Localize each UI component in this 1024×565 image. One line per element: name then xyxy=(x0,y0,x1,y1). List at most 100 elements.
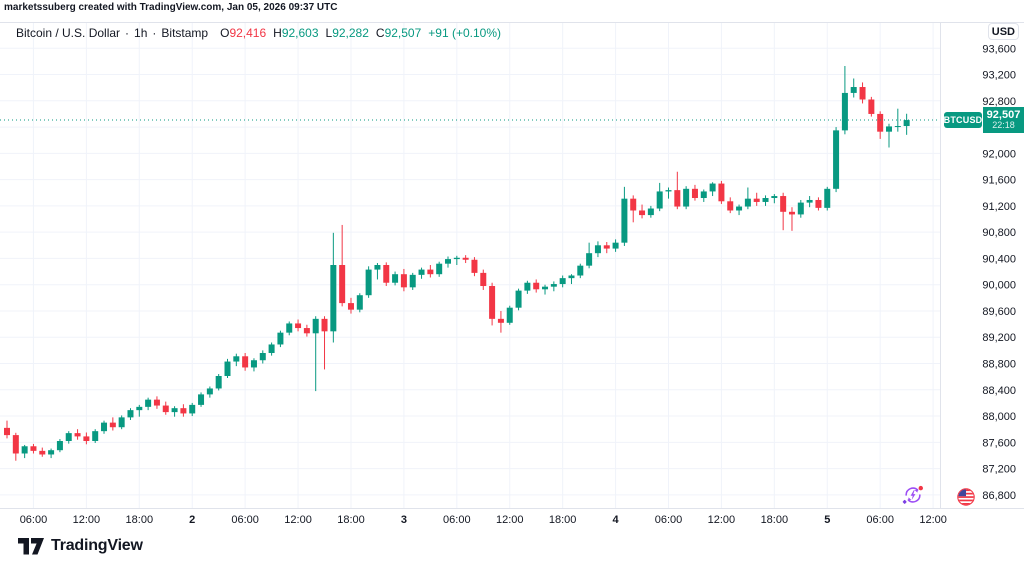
svg-text:92,000: 92,000 xyxy=(982,148,1016,160)
candle xyxy=(101,422,108,432)
svg-text:18:00: 18:00 xyxy=(126,514,154,526)
svg-text:87,600: 87,600 xyxy=(982,437,1016,449)
svg-text:92,800: 92,800 xyxy=(982,96,1016,108)
candle xyxy=(903,120,910,127)
candle xyxy=(471,259,478,273)
candle xyxy=(797,202,804,215)
candle xyxy=(268,344,275,354)
svg-text:91,200: 91,200 xyxy=(982,201,1016,213)
candle xyxy=(480,272,487,287)
candle xyxy=(259,353,266,361)
svg-text:4: 4 xyxy=(613,514,620,526)
candle xyxy=(841,92,848,131)
symbol-legend: Bitcoin / U.S. Dollar · 1h · Bitstamp O9… xyxy=(16,26,501,40)
candle xyxy=(762,198,769,202)
candle xyxy=(886,126,892,132)
candle xyxy=(427,269,434,275)
candle xyxy=(621,198,628,243)
svg-text:18:00: 18:00 xyxy=(549,514,577,526)
svg-text:12:00: 12:00 xyxy=(73,514,101,526)
candle xyxy=(400,274,407,288)
svg-text:18:00: 18:00 xyxy=(761,514,789,526)
us-flag-event-icon[interactable] xyxy=(957,488,975,506)
svg-text:90,400: 90,400 xyxy=(982,253,1016,265)
interval-label[interactable]: 1h xyxy=(134,26,148,40)
candle xyxy=(445,259,451,264)
candle xyxy=(215,375,222,389)
candle xyxy=(524,282,531,291)
attribution-text: marketssuberg created with TradingView.c… xyxy=(4,2,338,13)
candle xyxy=(603,245,610,249)
candle xyxy=(242,356,249,368)
svg-text:06:00: 06:00 xyxy=(20,514,48,526)
candle xyxy=(806,199,813,203)
candle xyxy=(374,265,381,270)
candle xyxy=(83,436,90,442)
symbol-price-badge[interactable]: BTCUSD xyxy=(944,112,982,128)
candle xyxy=(277,332,284,345)
tradingview-logo-icon xyxy=(18,537,44,554)
svg-text:12:00: 12:00 xyxy=(496,514,524,526)
candle xyxy=(189,404,196,414)
tradingview-logo[interactable]: TradingView xyxy=(18,537,143,555)
candle xyxy=(233,356,240,362)
candle xyxy=(109,422,116,428)
candle xyxy=(612,242,619,249)
last-price-label[interactable]: 92,507 22:18 xyxy=(983,107,1024,133)
candle xyxy=(295,323,302,329)
candles-group xyxy=(4,66,910,461)
time-axis[interactable]: 06:00 12:00 18:00 2 06:00 12:00 18:00 3 06:00 12:… xyxy=(20,514,947,526)
candle xyxy=(639,210,646,216)
svg-text:87,200: 87,200 xyxy=(982,464,1016,476)
svg-text:12:00: 12:00 xyxy=(919,514,947,526)
candle xyxy=(312,318,319,334)
candle xyxy=(568,275,575,279)
ohlc-low: L92,282 xyxy=(325,26,369,40)
svg-text:06:00: 06:00 xyxy=(655,514,683,526)
ohlc-open: O92,416 xyxy=(220,26,267,40)
candle xyxy=(286,323,293,333)
candle xyxy=(56,441,63,451)
candle xyxy=(330,265,337,332)
candle xyxy=(577,265,584,276)
svg-text:06:00: 06:00 xyxy=(443,514,471,526)
candle xyxy=(48,450,55,455)
candle xyxy=(630,198,637,211)
svg-text:88,400: 88,400 xyxy=(982,385,1016,397)
candle xyxy=(321,318,328,332)
candle xyxy=(594,245,601,254)
candle xyxy=(515,290,522,308)
candle xyxy=(788,211,795,215)
candle xyxy=(250,360,257,368)
svg-text:93,200: 93,200 xyxy=(982,70,1016,82)
candle xyxy=(339,265,346,304)
candle xyxy=(718,183,725,202)
candle xyxy=(4,427,10,436)
svg-text:06:00: 06:00 xyxy=(866,514,894,526)
symbol-title[interactable]: Bitcoin / U.S. Dollar xyxy=(16,26,121,40)
candle xyxy=(383,265,390,283)
candle xyxy=(877,113,884,132)
candle xyxy=(771,196,778,199)
candle xyxy=(21,446,28,454)
candle xyxy=(674,190,681,207)
price-axis[interactable]: 93,600 93,200 92,800 92,000 91,600 91,200 90,8… xyxy=(982,43,1016,502)
candlestick-chart[interactable]: 93,600 93,200 92,800 92,000 91,600 91,200 90,8… xyxy=(0,22,1024,530)
candle xyxy=(162,405,169,413)
svg-text:89,200: 89,200 xyxy=(982,332,1016,344)
candle xyxy=(118,417,125,428)
candle xyxy=(736,206,743,211)
candle xyxy=(198,394,205,405)
candle xyxy=(489,286,496,319)
currency-unit-button[interactable]: USD xyxy=(987,23,1019,40)
candle xyxy=(753,198,760,202)
svg-text:93,600: 93,600 xyxy=(982,43,1016,55)
candle xyxy=(815,199,822,208)
svg-text:12:00: 12:00 xyxy=(284,514,312,526)
candle xyxy=(824,188,831,208)
candle xyxy=(171,408,178,413)
exchange-label: Bitstamp xyxy=(161,26,209,40)
candle xyxy=(691,188,698,199)
tradingview-logo-text: TradingView xyxy=(51,537,143,554)
live-events-icon[interactable] xyxy=(902,484,924,506)
